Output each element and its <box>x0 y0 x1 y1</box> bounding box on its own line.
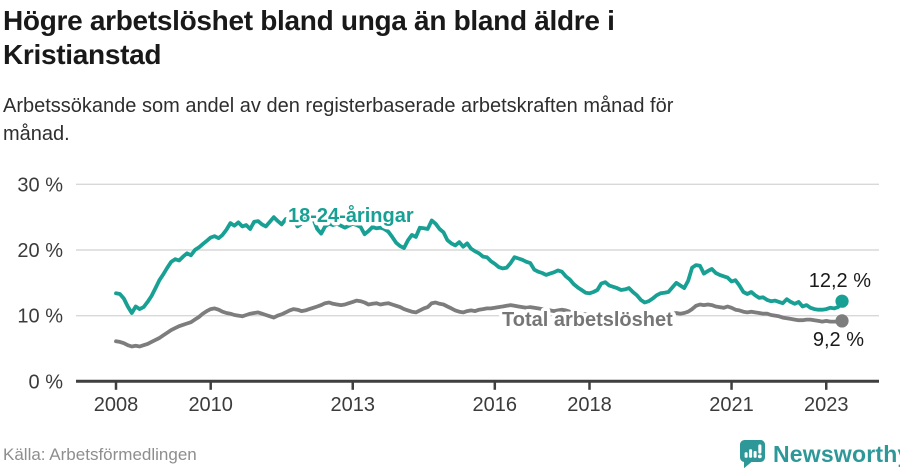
gridlines <box>76 183 879 317</box>
chart-title: Högre arbetslöshet bland unga än bland ä… <box>3 5 615 70</box>
series-label: 18-24-åringar <box>288 204 414 227</box>
end-value-label: 12,2 % <box>809 270 871 292</box>
y-tick-label: 20 % <box>17 240 63 262</box>
end-value-labels: 12,2 % 9,2 % <box>809 270 871 351</box>
x-axis <box>76 379 879 390</box>
newsworthy-logo: Newsworthy <box>739 438 900 470</box>
newsworthy-wordmark: Newsworthy <box>773 440 900 467</box>
series-end-dots <box>835 294 849 328</box>
series-end-dot <box>835 314 849 328</box>
y-tick-label: 0 % <box>29 371 64 393</box>
x-tick-label: 2018 <box>567 394 612 416</box>
newsworthy-bubble-chart-icon <box>739 440 765 469</box>
x-tick-label: 2008 <box>94 394 139 416</box>
series-end-dot <box>835 294 849 308</box>
source-note: Källa: Arbetsförmedlingen <box>3 445 197 464</box>
y-tick-label: 30 % <box>17 174 63 196</box>
x-axis-labels: 2008 2010 2013 2016 2018 2021 2023 <box>94 394 849 416</box>
series-line-total <box>114 298 844 349</box>
y-axis-labels: 0 % 10 % 20 % 30 % <box>17 174 63 393</box>
x-tick-label: 2013 <box>331 394 376 416</box>
x-tick-label: 2023 <box>804 394 849 416</box>
series-label: Total arbetslöshet <box>502 309 673 331</box>
y-tick-label: 10 % <box>17 306 63 328</box>
end-value-label: 9,2 % <box>813 329 864 351</box>
series-line-youth <box>114 213 844 315</box>
x-tick-label: 2016 <box>473 394 518 416</box>
series-lines <box>114 213 844 349</box>
x-tick-label: 2021 <box>709 394 754 416</box>
series-labels: 18-24-åringar Total arbetslöshet <box>285 201 677 335</box>
chart-subtitle: Arbetssökande som andel av den registerb… <box>3 95 674 145</box>
x-tick-label: 2010 <box>188 394 233 416</box>
